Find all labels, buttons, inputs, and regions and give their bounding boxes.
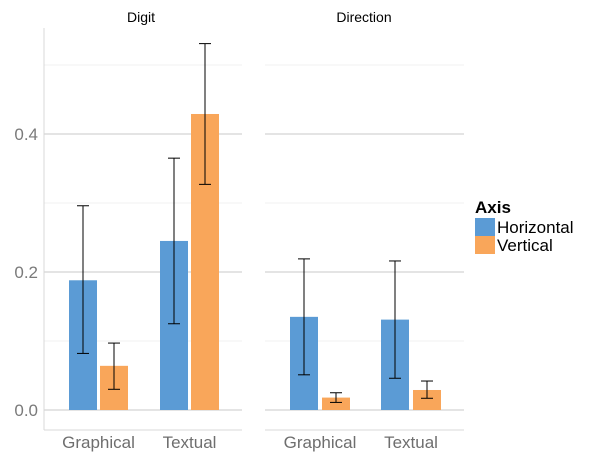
x-axis-ticks: Graphical Textual Graphical Textual bbox=[62, 433, 438, 452]
y-tick-label: 0.0 bbox=[14, 401, 38, 420]
y-axis-ticks: 0.0 0.2 0.4 bbox=[14, 125, 38, 420]
x-tick-label: Textual bbox=[384, 433, 438, 452]
legend-swatch-vertical bbox=[475, 236, 495, 254]
x-axis: Graphical Textual Graphical Textual bbox=[44, 429, 464, 452]
x-tick-label: Graphical bbox=[62, 433, 135, 452]
legend-title: Axis bbox=[475, 198, 511, 217]
panel-digit-error-bars bbox=[77, 43, 211, 390]
legend-item-horizontal: Horizontal bbox=[475, 218, 574, 237]
y-tick-label: 0.2 bbox=[14, 263, 38, 282]
panel-direction-error-bars bbox=[298, 258, 433, 403]
x-tick-label: Graphical bbox=[284, 433, 357, 452]
legend-label-horizontal: Horizontal bbox=[497, 218, 574, 237]
legend-item-vertical: Vertical bbox=[475, 236, 553, 255]
panel-digit: Digit bbox=[44, 9, 242, 411]
panel-direction-title: Direction bbox=[336, 9, 391, 25]
legend: Axis Horizontal Vertical bbox=[475, 198, 574, 255]
bar-vertical bbox=[413, 389, 441, 410]
panel-digit-bars bbox=[69, 113, 219, 411]
panel-digit-title: Digit bbox=[127, 9, 155, 25]
y-axis: 0.0 0.2 0.4 bbox=[14, 28, 45, 430]
bar-vertical bbox=[322, 397, 350, 410]
legend-label-vertical: Vertical bbox=[497, 236, 553, 255]
y-tick-label: 0.4 bbox=[14, 125, 38, 144]
x-tick-label: Textual bbox=[163, 433, 217, 452]
legend-swatch-horizontal bbox=[475, 218, 495, 236]
panel-direction: Direction bbox=[265, 9, 464, 411]
